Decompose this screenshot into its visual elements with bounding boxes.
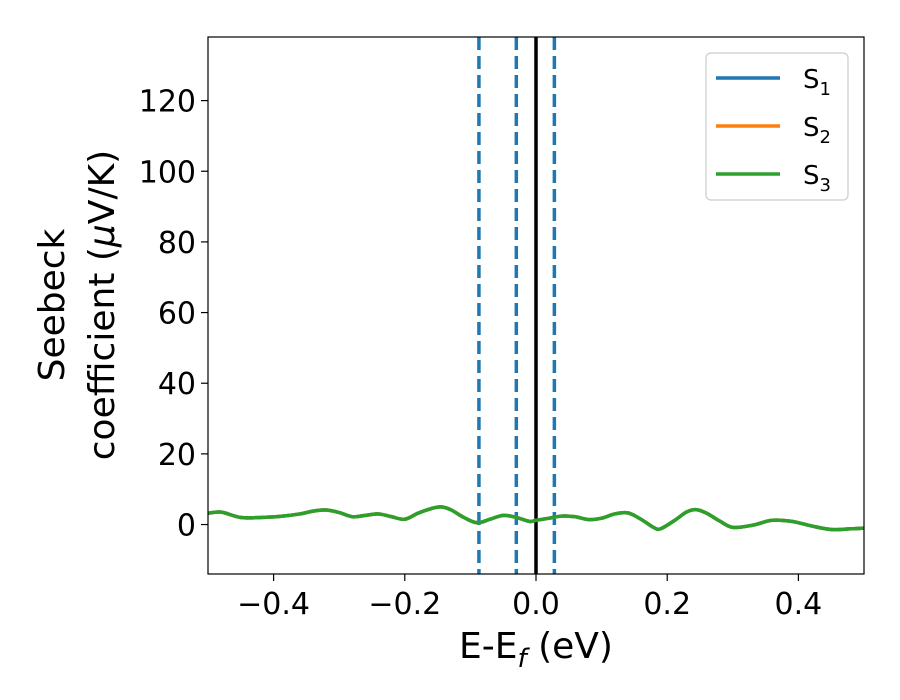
y-axis-title-line1: Seebeck	[32, 228, 73, 381]
series-lines	[208, 505, 864, 532]
series-line-s3	[208, 505, 864, 532]
legend-label-s2: S2	[803, 113, 831, 148]
x-tick-label: 0.2	[643, 587, 691, 622]
y-tick-label: 100	[139, 155, 196, 190]
x-tick-label: −0.4	[237, 587, 310, 622]
x-axis-title: E-Ef (eV)	[459, 626, 613, 674]
x-tick-label: −0.2	[368, 587, 441, 622]
y-tick-label: 40	[158, 367, 196, 402]
y-tick-label: 20	[158, 438, 196, 473]
reference-lines	[477, 37, 557, 574]
y-axis-title-line2: coefficient (μV/K)	[82, 150, 123, 460]
x-tick-label: 0.4	[775, 587, 823, 622]
legend-label-s1: S1	[803, 65, 831, 100]
legend: S1 S2 S3	[705, 52, 849, 201]
x-tick-label: 0.0	[512, 587, 560, 622]
y-tick-label: 0	[177, 509, 196, 544]
y-tick-label: 120	[139, 85, 196, 120]
legend-label-s3: S3	[803, 161, 831, 196]
y-tick-label: 80	[158, 226, 196, 261]
y-axis-ticks: 0 20 40 60 80 100 120	[139, 85, 208, 544]
y-axis-title: Seebeck coefficient (μV/K)	[32, 150, 123, 460]
y-tick-label: 60	[158, 297, 196, 332]
x-axis-ticks: −0.4 −0.2 0.0 0.2 0.4	[237, 574, 822, 622]
